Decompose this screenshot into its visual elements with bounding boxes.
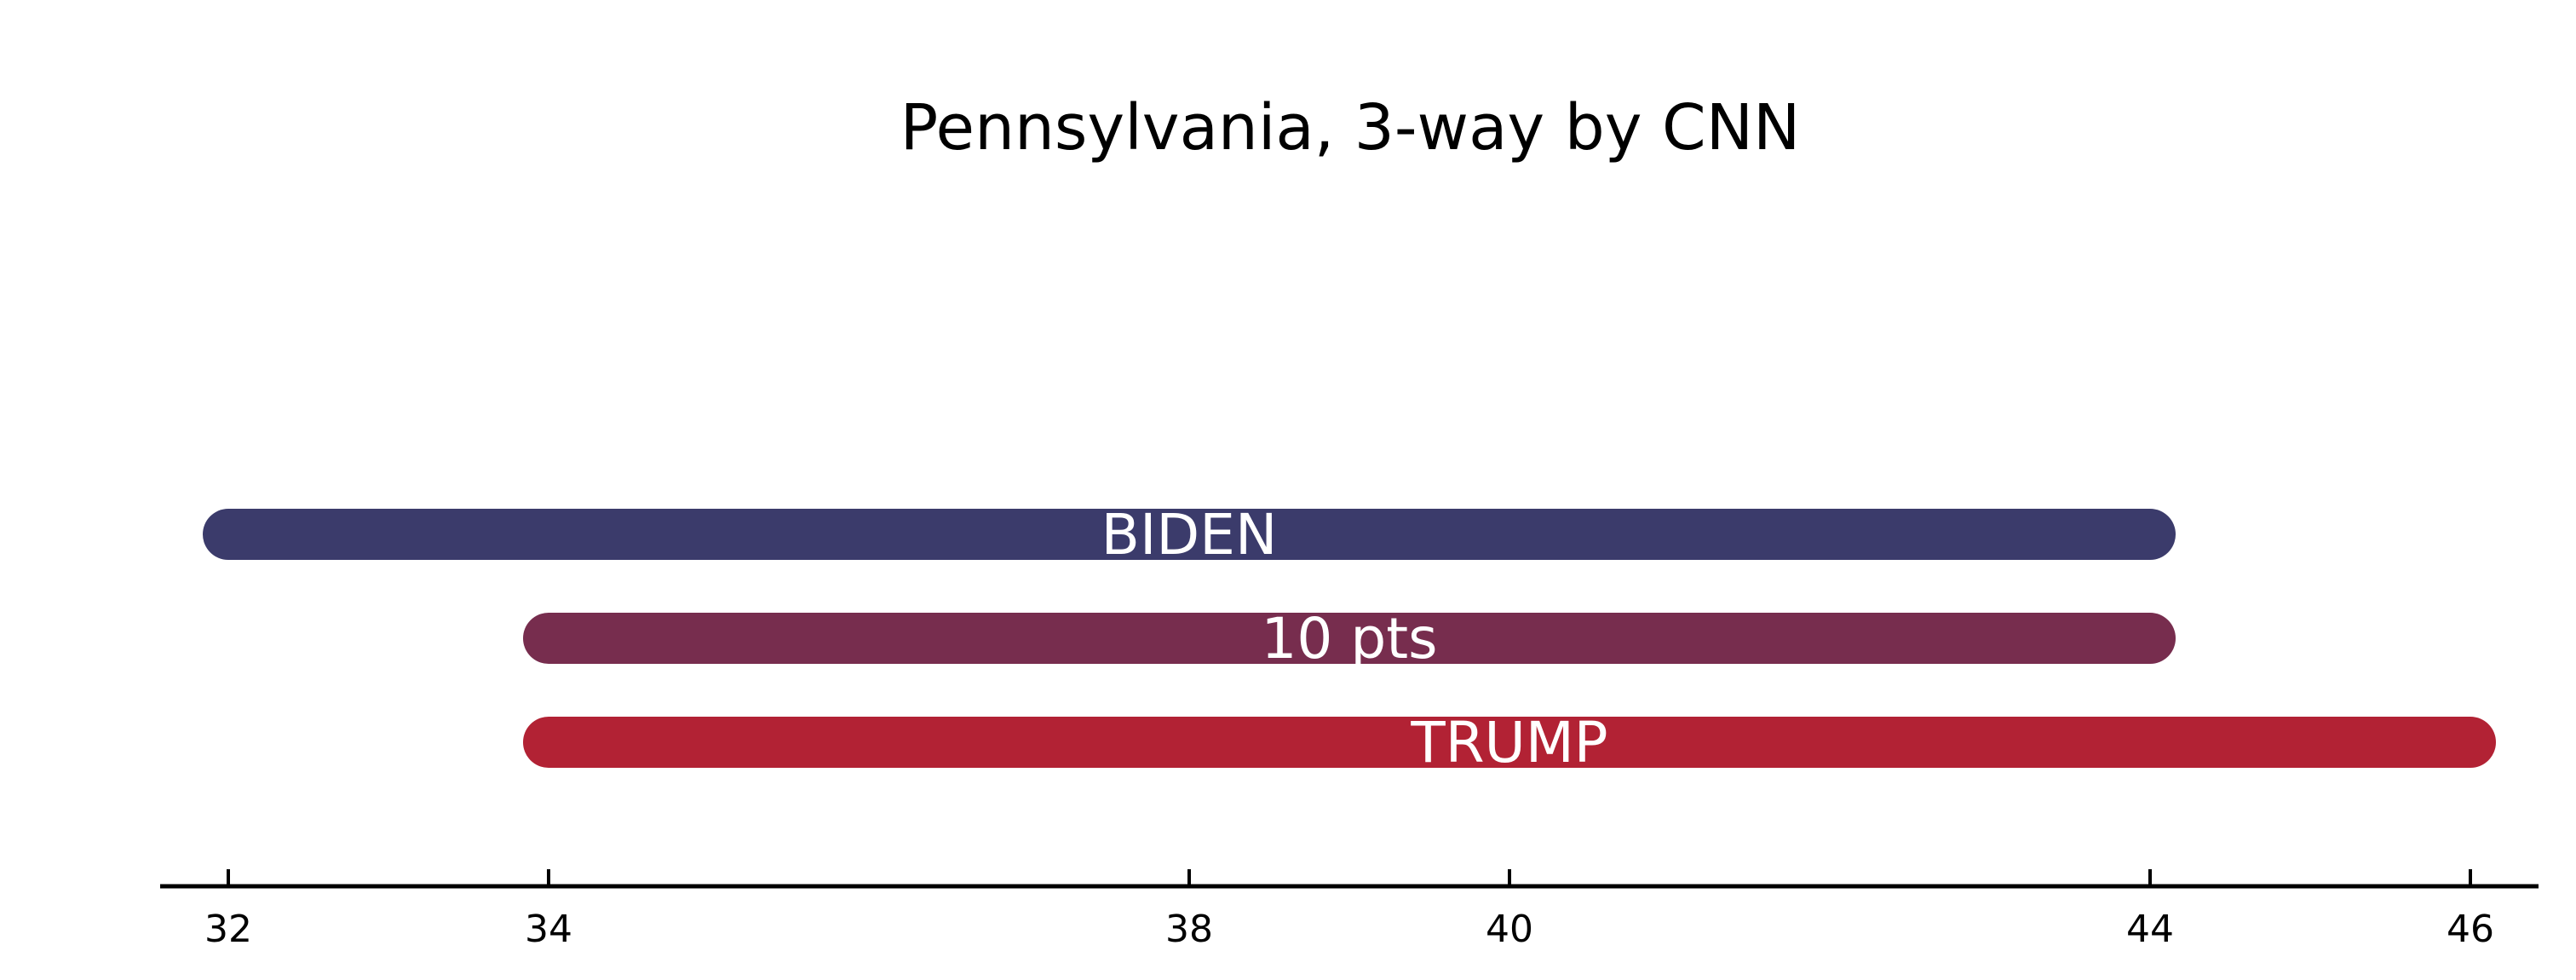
bar-label: BIDEN [1101, 502, 1278, 568]
x-tick-label: 34 [525, 908, 572, 951]
x-tick-label: 46 [2447, 908, 2494, 951]
bars-layer: BIDEN 10 pts TRUMP [203, 502, 2496, 775]
bar-label: TRUMP [1410, 710, 1607, 775]
x-tick-label: 38 [1165, 908, 1213, 951]
x-tick-label: 44 [2126, 908, 2174, 951]
chart-title: Pennsylvania, 3-way by CNN [900, 91, 1801, 164]
x-axis-ticks: 32 34 38 40 44 46 [204, 869, 2494, 951]
bar-label: 10 pts [1261, 606, 1437, 672]
bar-0: BIDEN [203, 502, 2176, 568]
bar-1: 10 pts [523, 606, 2176, 672]
x-tick-label: 32 [204, 908, 252, 951]
x-tick-label: 40 [1486, 908, 1533, 951]
bar-2: TRUMP [523, 710, 2496, 775]
